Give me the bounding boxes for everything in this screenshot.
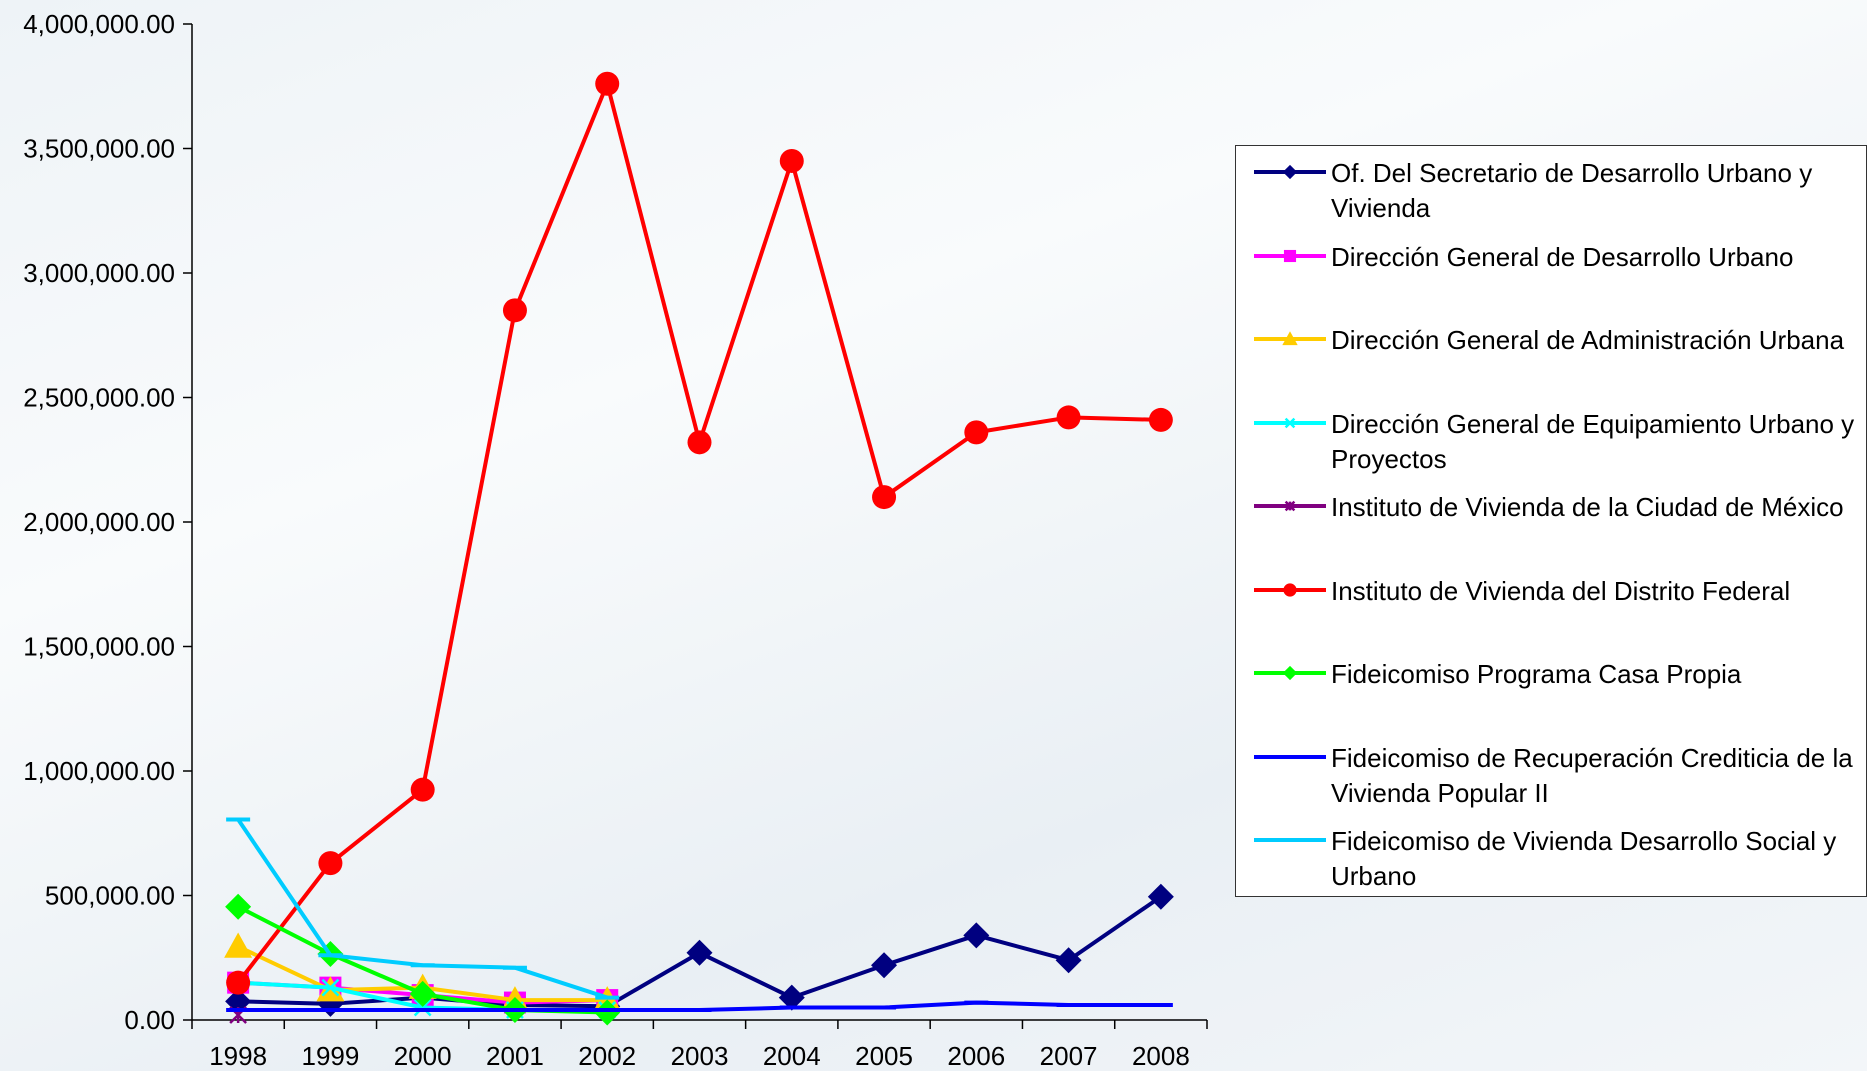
legend-label: Dirección General de Equipamiento Urbano… — [1331, 408, 1855, 474]
legend-label: Instituto de Vivienda de la Ciudad de Mé… — [1331, 492, 1844, 522]
x-tick-label: 2004 — [763, 1041, 821, 1071]
legend-label: Of. Del Secretario de Desarrollo Urbano … — [1331, 158, 1813, 223]
y-tick-label: 2,000,000.00 — [23, 507, 175, 537]
data-point — [1283, 582, 1297, 597]
data-point — [318, 851, 343, 876]
x-tick-label: 2000 — [394, 1041, 452, 1071]
data-point — [1055, 947, 1082, 974]
legend-label: Fideicomiso de Recuperación Crediticia d… — [1331, 742, 1853, 808]
legend-item: Dirección General de Desarrollo Urbano — [1246, 240, 1856, 324]
series-layer — [224, 71, 1174, 1026]
legend-swatch — [1254, 164, 1326, 180]
x-tick-label: 2007 — [1040, 1041, 1098, 1071]
data-point — [594, 999, 621, 1026]
legend: Of. Del Secretario de Desarrollo Urbano … — [1235, 145, 1867, 897]
data-point — [686, 939, 713, 966]
legend-swatch — [1254, 754, 1326, 759]
data-point — [1283, 249, 1297, 262]
data-point — [1282, 164, 1298, 180]
data-point — [410, 777, 435, 802]
data-point — [778, 984, 805, 1011]
legend-swatch — [1254, 838, 1326, 842]
data-point — [964, 420, 989, 445]
data-point — [1148, 407, 1173, 432]
data-point — [1056, 405, 1081, 430]
legend-label: Fideicomiso Programa Casa Propia — [1331, 659, 1742, 689]
data-point — [225, 893, 252, 920]
y-tick-label: 0.00 — [124, 1005, 175, 1035]
series-9 — [226, 817, 620, 1000]
data-point — [779, 148, 804, 173]
data-point — [226, 970, 251, 995]
data-point — [1284, 417, 1296, 428]
legend-swatch — [1254, 331, 1326, 346]
series-6 — [226, 71, 1173, 995]
legend-label: Dirección General de Desarrollo Urbano — [1331, 241, 1794, 272]
data-point — [595, 71, 620, 96]
x-tick-label: 2006 — [947, 1041, 1005, 1071]
y-tick-label: 4,000,000.00 — [23, 9, 175, 39]
data-point — [1147, 883, 1174, 910]
legend-swatch — [1254, 249, 1326, 262]
y-tick-label: 1,500,000.00 — [23, 632, 175, 662]
y-tick-label: 500,000.00 — [45, 881, 175, 911]
data-point — [224, 932, 253, 958]
data-point — [413, 998, 432, 1017]
y-tick-label: 3,000,000.00 — [23, 258, 175, 288]
data-point — [963, 922, 990, 949]
legend-item: Dirección General de Administración Urba… — [1246, 323, 1856, 407]
legend-item: Instituto de Vivienda del Distrito Feder… — [1246, 574, 1856, 658]
data-point — [1284, 500, 1296, 512]
legend-label: Instituto de Vivienda del Distrito Feder… — [1331, 575, 1791, 606]
legend-swatch — [1254, 665, 1326, 681]
data-point — [872, 485, 897, 510]
axes: 0.00 500,000.00 1,000,000.00 1,500,000.00 2,… — [23, 9, 1208, 1071]
data-point — [321, 978, 340, 997]
legend-item: Fideicomiso de Vivienda Desarrollo Socia… — [1246, 824, 1856, 908]
y-tick-label: 1,000,000.00 — [23, 756, 175, 786]
legend-item: Dirección General de Equipamiento Urbano… — [1246, 407, 1856, 491]
legend-label: Fideicomiso de Vivienda Desarrollo Socia… — [1331, 826, 1837, 891]
x-tick-label: 2005 — [855, 1041, 913, 1071]
data-point — [409, 980, 436, 1007]
legend-swatch — [1254, 582, 1326, 597]
legend-label: Dirección General de Administración Urba… — [1331, 325, 1845, 355]
x-tick-label: 1998 — [209, 1041, 267, 1071]
legend-swatch — [1254, 417, 1326, 428]
legend-item: Instituto de Vivienda de la Ciudad de Mé… — [1246, 490, 1856, 574]
data-point — [1282, 665, 1298, 681]
series-8 — [226, 1000, 1173, 1013]
legend-item: Fideicomiso Programa Casa Propia — [1246, 657, 1856, 741]
x-tick-label: 2001 — [486, 1041, 544, 1071]
series-7 — [225, 893, 621, 1026]
legend-item: Of. Del Secretario de Desarrollo Urbano … — [1246, 156, 1856, 240]
series-1 — [225, 883, 1174, 1020]
series-line — [236, 81, 1161, 984]
y-tick-label: 3,500,000.00 — [23, 134, 175, 164]
x-tick-label: 2002 — [578, 1041, 636, 1071]
y-tick-label: 2,500,000.00 — [23, 383, 175, 413]
legend-swatch — [1254, 500, 1326, 512]
x-tick-label: 2003 — [671, 1041, 729, 1071]
data-point — [502, 298, 527, 323]
x-tick-label: 2008 — [1132, 1041, 1190, 1071]
data-point — [687, 430, 712, 455]
data-point — [1282, 331, 1298, 346]
legend-item: Fideicomiso de Recuperación Crediticia d… — [1246, 741, 1856, 825]
x-tick-label: 1999 — [301, 1041, 359, 1071]
data-point — [871, 952, 898, 979]
